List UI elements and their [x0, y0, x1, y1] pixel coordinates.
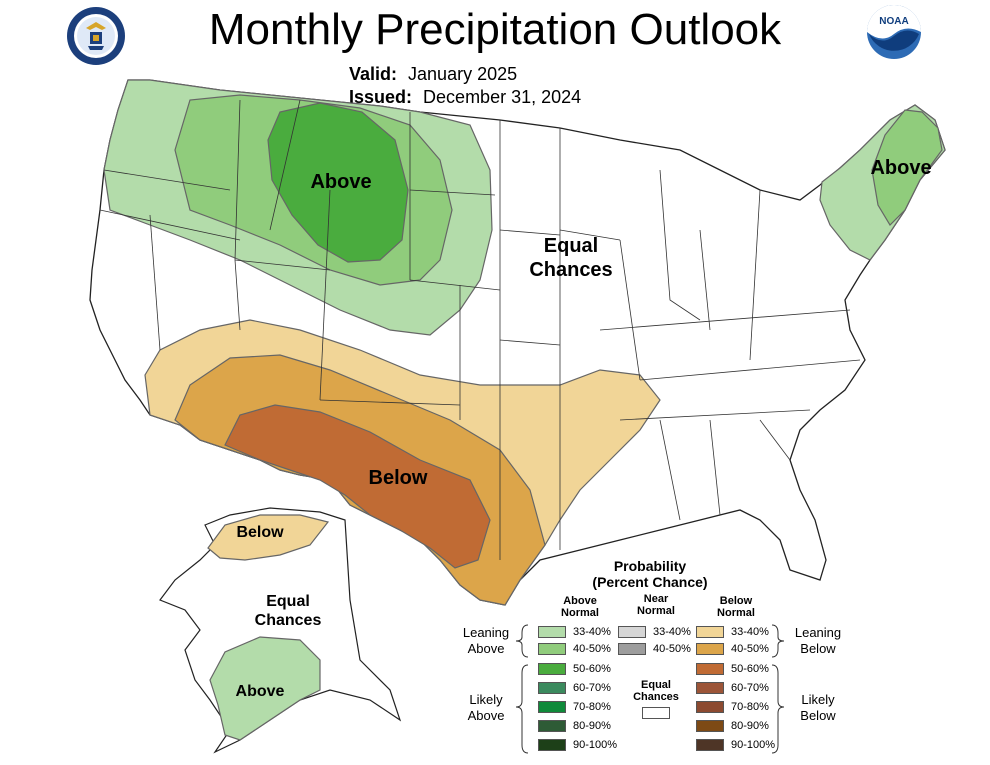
side-leaning-below-line2: Below: [800, 641, 836, 656]
above-range-6: 80-90%: [573, 720, 611, 732]
side-likely-above-line2: Above: [467, 708, 505, 723]
above-range-1: 33-40%: [573, 626, 611, 638]
side-likely-above-line1: Likely: [469, 692, 503, 707]
valid-line: Valid: January 2025: [349, 63, 517, 85]
above-range-3: 50-60%: [573, 663, 611, 675]
state-boundaries: [99, 99, 861, 560]
noaa-logo: NOAA: [867, 5, 921, 59]
label-ak-equal-line1: Equal: [266, 593, 310, 610]
below-range-2: 40-50%: [731, 643, 769, 655]
issued-line: Issued: December 31, 2024: [349, 86, 581, 108]
below-swatch-7: [696, 739, 724, 751]
above-swatch-5: [538, 701, 566, 713]
alaska-below-33-40-region: [207, 514, 330, 561]
label-ak-above: Above: [236, 683, 285, 700]
near-range-1: 33-40%: [653, 626, 691, 638]
col-near-normal-line2: Normal: [637, 605, 675, 617]
near-swatch-1: [618, 626, 646, 638]
below-range-3: 50-60%: [731, 663, 769, 675]
below-swatch-6: [696, 720, 724, 732]
label-ak-below: Below: [236, 524, 284, 541]
label-equal-chances-line1: Equal: [544, 235, 598, 257]
label-equal-chances-line2: Chances: [529, 259, 612, 281]
issued-label: Issued:: [349, 87, 413, 107]
near-range-2: 40-50%: [653, 643, 691, 655]
legend-swatch-equal-chances: [642, 707, 670, 719]
label-ak-equal-line2: Chances: [255, 612, 322, 629]
below-range-5: 70-80%: [731, 701, 769, 713]
above-swatch-2: [538, 643, 566, 655]
commerce-seal-logo: [67, 7, 125, 65]
side-leaning-below-line1: Leaning: [794, 625, 842, 640]
side-likely-below-line2: Below: [800, 708, 836, 723]
above-swatch-7: [538, 739, 566, 751]
above-ne-40-50-region: [871, 109, 943, 226]
label-above-ne: Above: [870, 157, 931, 179]
valid-label: Valid:: [349, 64, 398, 84]
below-range-1: 33-40%: [731, 626, 769, 638]
label-above-north: Above: [310, 171, 371, 193]
above-50-60-region: [267, 102, 409, 263]
below-swatch-1: [696, 626, 724, 638]
side-likely-below-line1: Likely: [801, 692, 835, 707]
col-below-normal-line2: Normal: [717, 607, 755, 619]
legend-subtitle: (Percent Chance): [592, 574, 708, 590]
col-above-normal-line2: Normal: [561, 607, 599, 619]
above-swatch-6: [538, 720, 566, 732]
above-range-5: 70-80%: [573, 701, 611, 713]
below-range-7: 90-100%: [731, 739, 776, 751]
alaska-above-33-40-region: [209, 636, 321, 741]
side-leaning-above-line1: Leaning: [462, 625, 510, 640]
above-range-2: 40-50%: [573, 643, 611, 655]
above-swatch-1: [538, 626, 566, 638]
probability-legend: Probability (Percent Chance) Above Norma…: [450, 555, 850, 760]
above-swatch-4: [538, 682, 566, 694]
above-swatch-3: [538, 663, 566, 675]
below-swatch-2: [696, 643, 724, 655]
legend-ec-line2: Chances: [633, 691, 679, 703]
below-swatch-5: [696, 701, 724, 713]
below-50-60-region: [224, 404, 491, 569]
issued-value: December 31, 2024: [423, 87, 582, 107]
page-title: Monthly Precipitation Outlook: [208, 5, 782, 54]
below-swatch-3: [696, 663, 724, 675]
noaa-logo-text: NOAA: [879, 16, 908, 27]
near-swatch-2: [618, 643, 646, 655]
col-near-normal-line1: Near: [643, 593, 669, 605]
label-below-south: Below: [369, 467, 428, 489]
legend-title: Probability: [613, 558, 687, 574]
col-below-normal-line1: Below: [719, 595, 753, 607]
col-above-normal-line1: Above: [563, 595, 597, 607]
below-range-6: 80-90%: [731, 720, 769, 732]
above-range-7: 90-100%: [573, 739, 618, 751]
side-leaning-above-line2: Above: [467, 641, 505, 656]
legend-ec-line1: Equal: [641, 679, 671, 691]
below-range-4: 60-70%: [731, 682, 769, 694]
below-swatch-4: [696, 682, 724, 694]
valid-value: January 2025: [408, 64, 518, 84]
above-range-4: 60-70%: [573, 682, 611, 694]
legend-brackets: [515, 624, 785, 754]
